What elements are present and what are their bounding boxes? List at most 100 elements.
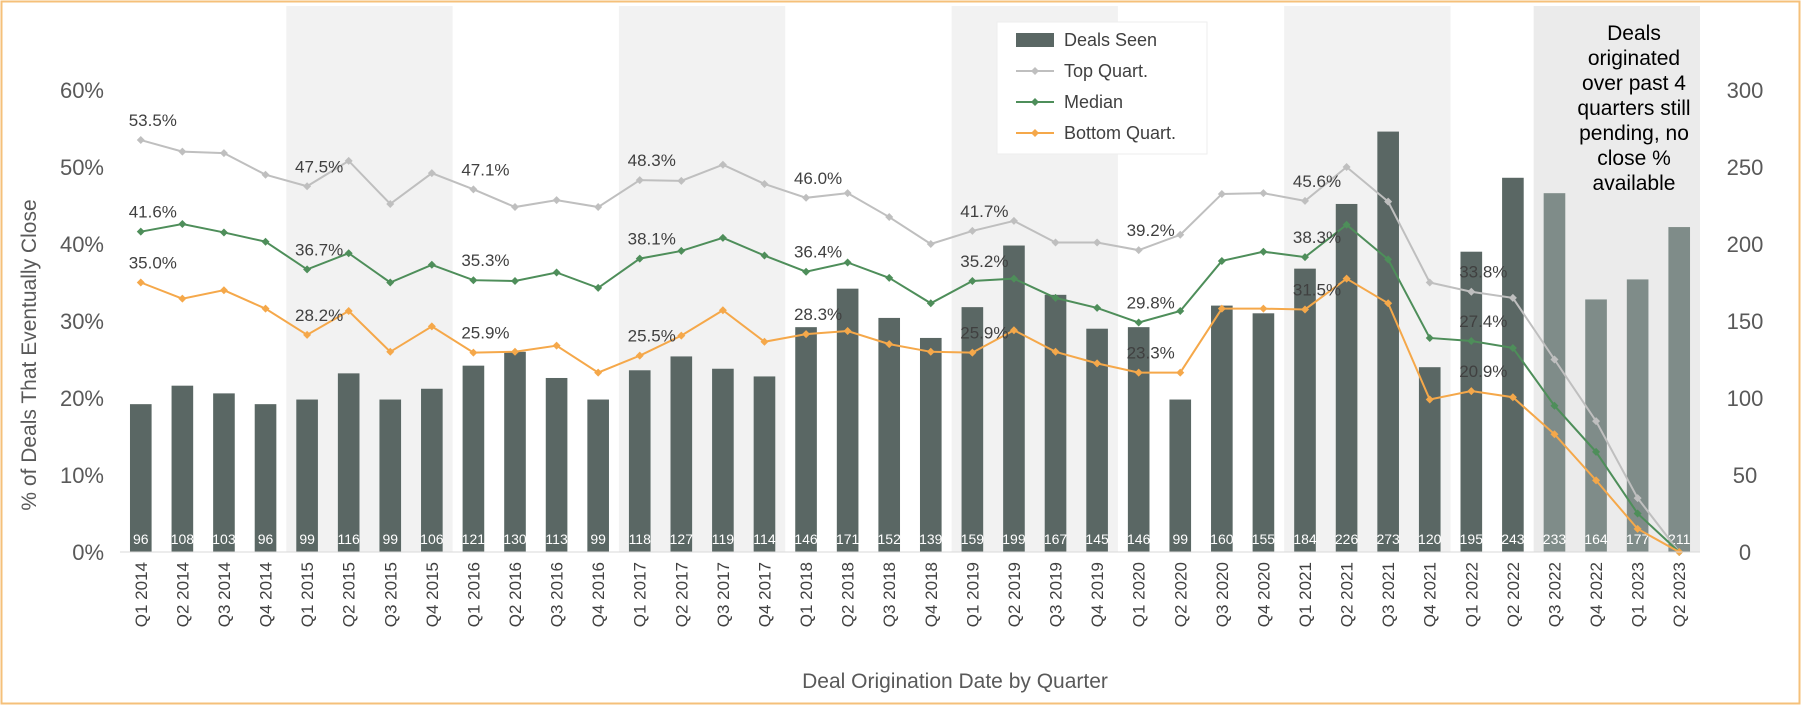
y-left-tick: 0% <box>72 540 104 565</box>
data-label: 39.2% <box>1127 221 1175 240</box>
marker-0-30 <box>1384 197 1393 206</box>
bar-q4-2018 <box>919 337 942 552</box>
x-tick: Q2 2017 <box>672 562 691 627</box>
bar-q1-2023 <box>1626 279 1649 552</box>
marker-1-7 <box>427 260 436 269</box>
marker-1-10 <box>552 268 561 277</box>
x-tick: Q1 2017 <box>631 562 650 627</box>
marker-2-29 <box>1342 274 1351 283</box>
y-right-tick: 250 <box>1727 155 1764 180</box>
bar-q1-2014 <box>129 404 152 552</box>
marker-0-17 <box>843 189 852 198</box>
data-label: 41.7% <box>960 202 1008 221</box>
data-label: 25.9% <box>960 324 1008 343</box>
marker-1-15 <box>760 251 769 260</box>
marker-0-5 <box>344 156 353 165</box>
marker-2-31 <box>1425 395 1434 404</box>
bar-value-label: 116 <box>338 531 361 547</box>
y-axis-title: % of Deals That Eventually Close <box>18 199 41 510</box>
marker-2-21 <box>1009 326 1018 335</box>
marker-0-23 <box>1093 238 1102 247</box>
marker-1-16 <box>802 267 811 276</box>
data-label: 36.4% <box>794 243 842 262</box>
bar-value-label: 159 <box>961 531 985 547</box>
bar-q1-2020 <box>1127 327 1150 552</box>
marker-2-24 <box>1134 368 1143 377</box>
marker-1-36 <box>1633 509 1642 518</box>
marker-0-15 <box>760 179 769 188</box>
marker-1-26 <box>1217 256 1226 265</box>
bar-value-label: 171 <box>836 531 860 547</box>
marker-1-0 <box>136 227 145 236</box>
marker-2-22 <box>1051 347 1060 356</box>
bar-value-label: 96 <box>258 531 274 547</box>
marker-1-2 <box>219 228 228 237</box>
bar-q3-2016 <box>545 377 568 552</box>
marker-1-35 <box>1592 447 1601 456</box>
marker-2-34 <box>1550 430 1559 439</box>
bar-q4-2021 <box>1418 367 1441 552</box>
marker-2-36 <box>1633 524 1642 533</box>
marker-0-10 <box>552 196 561 205</box>
marker-0-33 <box>1508 293 1517 302</box>
marker-2-33 <box>1508 393 1517 402</box>
x-tick: Q3 2017 <box>714 562 733 627</box>
bar-q3-2019 <box>1044 294 1067 552</box>
annotation-line: quarters still <box>1577 97 1690 120</box>
marker-0-25 <box>1176 230 1185 239</box>
marker-1-25 <box>1176 306 1185 315</box>
y-left-tick: 50% <box>60 155 104 180</box>
x-tick: Q1 2015 <box>298 562 317 627</box>
marker-0-7 <box>427 169 436 178</box>
marker-0-9 <box>511 203 519 212</box>
bar-q3-2018 <box>878 317 901 552</box>
bar-q1-2022 <box>1460 251 1483 552</box>
marker-1-31 <box>1425 333 1434 342</box>
data-label: 41.6% <box>129 203 177 222</box>
marker-0-0 <box>136 136 145 145</box>
annotation-line: originated <box>1588 47 1680 70</box>
bar-q3-2015 <box>379 399 402 552</box>
bar-q4-2017 <box>753 376 776 552</box>
x-tick: Q2 2019 <box>1005 562 1024 627</box>
marker-1-12 <box>635 254 644 263</box>
data-label: 20.9% <box>1459 362 1507 381</box>
x-tick: Q3 2021 <box>1379 562 1398 627</box>
marker-1-22 <box>1051 293 1060 302</box>
y-right-tick: 100 <box>1727 386 1764 411</box>
bar-q2-2020 <box>1169 399 1192 552</box>
bar-value-label: 118 <box>629 531 652 547</box>
bar-q2-2022 <box>1502 177 1524 552</box>
marker-0-16 <box>802 193 811 202</box>
marker-0-36 <box>1633 494 1642 503</box>
marker-0-18 <box>885 213 894 222</box>
marker-0-11 <box>594 203 603 212</box>
bar-value-label: 164 <box>1584 531 1608 547</box>
bar-q1-2021 <box>1294 268 1316 552</box>
bar-value-label: 99 <box>1172 531 1188 547</box>
x-tick: Q1 2019 <box>963 562 982 627</box>
marker-0-28 <box>1301 196 1309 205</box>
bar-value-label: 99 <box>590 531 606 547</box>
marker-2-9 <box>511 347 519 356</box>
deals-seen-labels: 96 108 103 96 99 116 99 106 121 130 113 99 118 127 119… <box>133 531 1691 547</box>
marker-1-11 <box>594 283 603 292</box>
data-label: 47.1% <box>461 160 509 179</box>
marker-0-20 <box>968 226 977 235</box>
bar-value-label: 99 <box>299 531 315 547</box>
marker-2-0 <box>136 278 145 287</box>
x-tick: Q4 2022 <box>1587 562 1606 627</box>
bar-value-label: 106 <box>420 531 444 547</box>
marker-1-20 <box>968 276 977 285</box>
x-tick: Q1 2016 <box>464 562 483 627</box>
marker-2-4 <box>303 330 312 339</box>
data-label: 47.5% <box>295 157 343 176</box>
marker-2-10 <box>552 341 561 350</box>
bar-value-label: 273 <box>1376 531 1400 547</box>
bar-q2-2016 <box>504 351 526 552</box>
annotation-line: Deals <box>1607 22 1661 45</box>
bar-value-label: 121 <box>462 531 486 547</box>
data-label: 53.5% <box>129 111 177 130</box>
marker-2-17 <box>843 327 852 336</box>
legend-label: Deals Seen <box>1064 30 1157 50</box>
